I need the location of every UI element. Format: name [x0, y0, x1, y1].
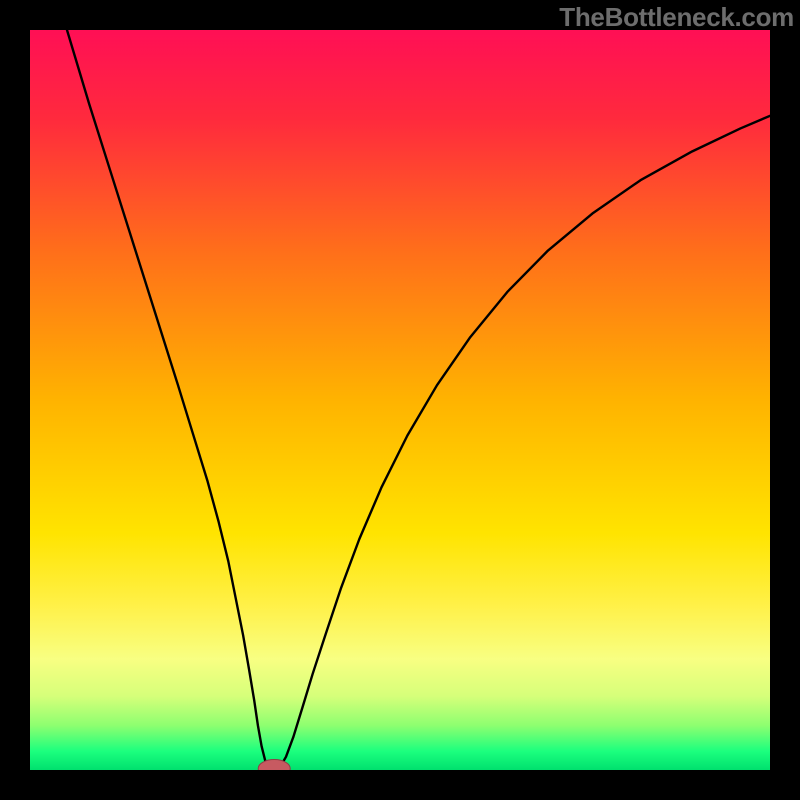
- optimum-marker: [258, 760, 290, 770]
- watermark-text: TheBottleneck.com: [559, 2, 794, 33]
- curve-path: [67, 30, 770, 770]
- plot-area: [30, 30, 770, 770]
- bottleneck-curve: [30, 30, 770, 770]
